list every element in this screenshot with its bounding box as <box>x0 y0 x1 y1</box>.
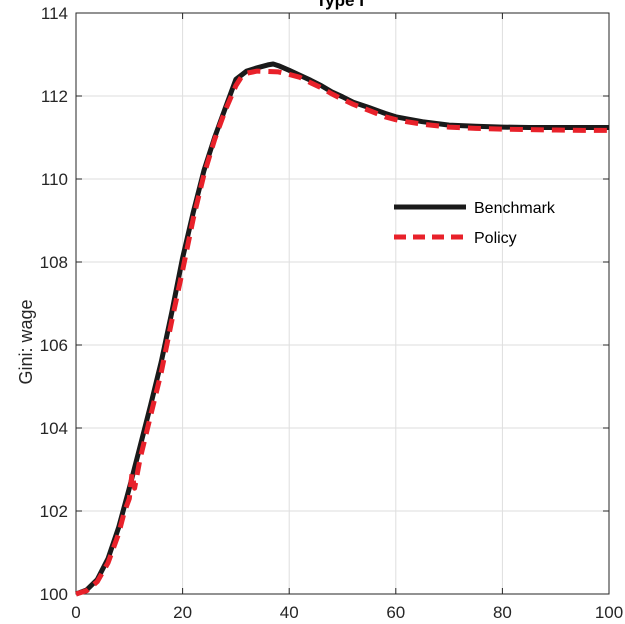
y-tick-label: 112 <box>41 87 68 106</box>
legend-benchmark-label: Benchmark <box>474 200 556 217</box>
y-axis-label: Gini: wage <box>16 299 36 384</box>
series-line-policy <box>75 68 609 597</box>
grid <box>75 12 610 595</box>
x-tick-label: 100 <box>595 603 623 622</box>
y-tick-label: 102 <box>40 502 68 521</box>
y-tick-label: 108 <box>40 253 68 272</box>
y-tick-label: 100 <box>40 585 68 604</box>
legend: Benchmark Policy <box>394 200 556 247</box>
axes-box <box>75 12 610 595</box>
series-line-benchmark <box>75 61 609 597</box>
x-tick-label: 40 <box>280 603 299 622</box>
y-tick-label: 104 <box>40 419 68 438</box>
x-tick-label: 20 <box>173 603 192 622</box>
y-tick-label: 106 <box>40 336 68 355</box>
x-tick-label: 80 <box>493 603 512 622</box>
plot-area <box>75 61 609 597</box>
x-tick-label: 60 <box>386 603 405 622</box>
y-tick-label: 110 <box>41 170 68 189</box>
tick-labels: 0 20 40 60 80 100 100 102 104 106 108 110 112 114 <box>40 4 624 622</box>
axes <box>75 12 610 595</box>
legend-policy-label: Policy <box>474 230 517 247</box>
x-tick-label: 0 <box>71 603 80 622</box>
chart-title: Type I <box>316 0 364 10</box>
y-tick-label: 114 <box>41 4 68 23</box>
